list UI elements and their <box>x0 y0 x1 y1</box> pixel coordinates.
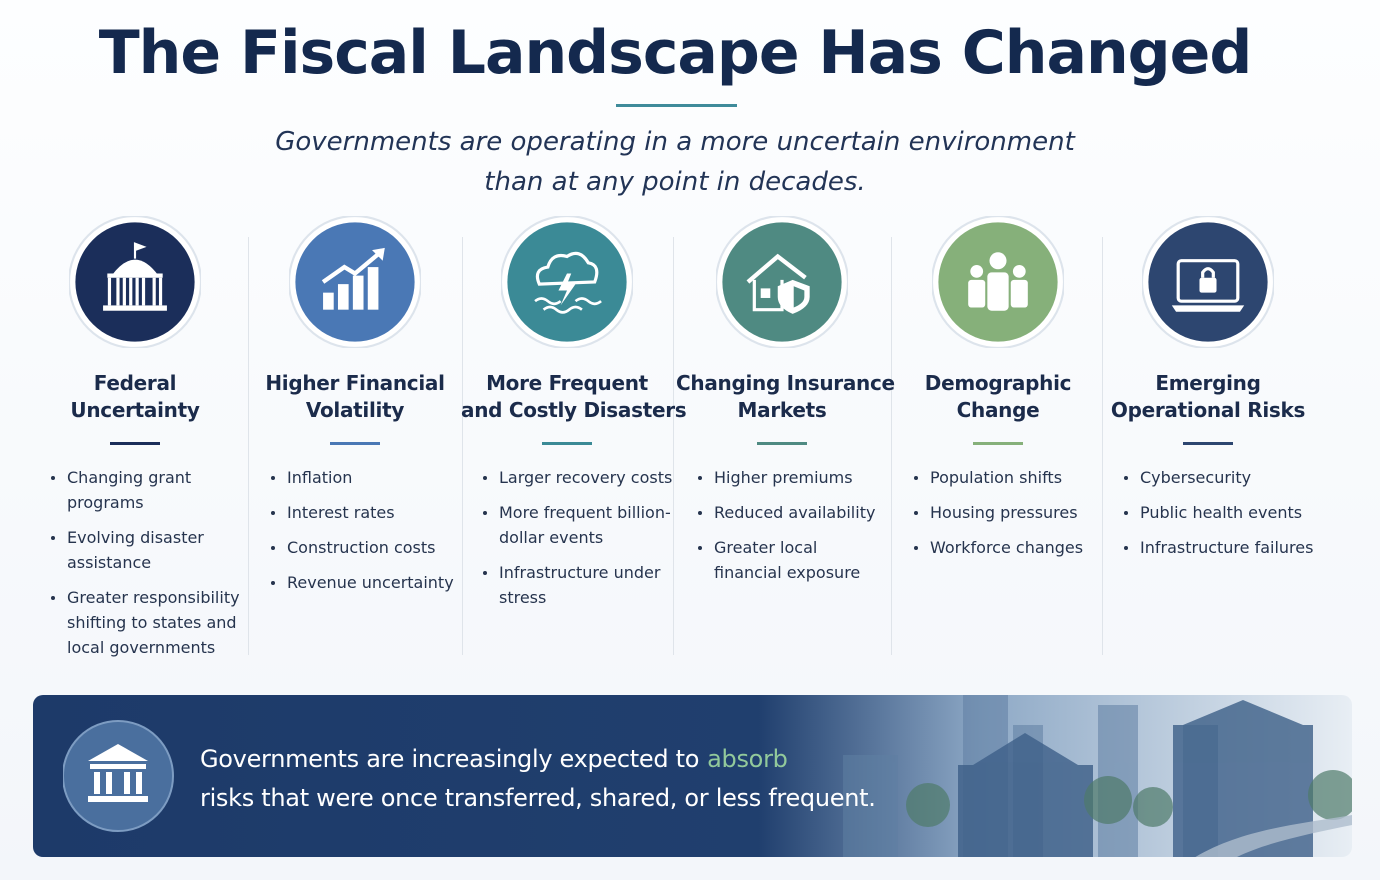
column: Federal Uncertainty Changing grant program… <box>29 216 241 670</box>
column-title: More Frequent and Costly Disasters <box>461 370 687 424</box>
bullet: Infrastructure failures <box>1124 535 1314 560</box>
bullet: Changing grant programs <box>51 465 241 515</box>
bullet-list: Changing grant programs Evolving disaster… <box>29 465 241 660</box>
column-title-line: Operational Risks <box>1110 398 1306 422</box>
column-icon <box>289 216 421 348</box>
subtitle-line: than at any point in decades. <box>484 167 866 197</box>
column-icon <box>69 216 201 348</box>
bullet: Reduced availability <box>698 500 888 525</box>
column-underline <box>973 442 1023 445</box>
bullet: More frequent billion-dollar events <box>483 500 673 550</box>
column-title-line: Federal <box>93 371 177 395</box>
column-separator <box>1102 237 1103 655</box>
bullet-list: Cybersecurity Public health events Infrast… <box>1102 465 1314 560</box>
column-icon <box>932 216 1064 348</box>
column-underline <box>757 442 807 445</box>
column-underline <box>330 442 380 445</box>
bullet: Construction costs <box>271 535 461 560</box>
column: More Frequent and Costly Disasters Larger … <box>461 216 687 620</box>
column-underline <box>110 442 160 445</box>
column: Higher Financial Volatility Inflation Inter… <box>249 216 461 605</box>
bullet: Infrastructure under stress <box>483 560 673 610</box>
column-separator <box>462 237 463 655</box>
bullet: Greater local financial exposure <box>698 535 888 585</box>
banner <box>33 695 1352 857</box>
bullet: Interest rates <box>271 500 461 525</box>
column-title: Federal Uncertainty <box>29 370 241 424</box>
column-icon <box>501 216 633 348</box>
column-title-line: Markets <box>737 398 827 422</box>
column-title: Higher Financial Volatility <box>249 370 461 424</box>
bullet-list: Higher premiums Reduced availability Great… <box>676 465 888 585</box>
bullet: Greater responsibility shifting to state… <box>51 585 241 660</box>
column-title-line: Volatility <box>305 398 405 422</box>
column: Changing Insurance Markets Higher premiums… <box>676 216 895 595</box>
column-separator <box>891 237 892 655</box>
bullet: Population shifts <box>914 465 1104 490</box>
bullet-list: Inflation Interest rates Construction cost… <box>249 465 461 595</box>
banner-highlight: absorb <box>707 745 788 773</box>
column-icon <box>1142 216 1274 348</box>
column-title-line: More Frequent <box>486 371 648 395</box>
column-title: Demographic Change <box>892 370 1104 424</box>
column-underline <box>542 442 592 445</box>
banner-text-start: Governments are increasingly expected to <box>200 745 700 773</box>
column: Emerging Operational Risks Cybersecurity Pu… <box>1102 216 1314 570</box>
bullet: Housing pressures <box>914 500 1104 525</box>
column-icon <box>716 216 848 348</box>
column-title-line: Emerging <box>1155 371 1261 395</box>
column-title-line: Demographic <box>924 371 1072 395</box>
subtitle-line: Governments are operating in a more unce… <box>275 127 1075 157</box>
bullet: Larger recovery costs <box>483 465 673 490</box>
subtitle: Governments are operating in a more unce… <box>0 122 1350 202</box>
bullet-list: Larger recovery costs More frequent billi… <box>461 465 673 610</box>
bullet: Revenue uncertainty <box>271 570 461 595</box>
bullet: Evolving disaster assistance <box>51 525 241 575</box>
title: The Fiscal Landscape Has Changed <box>98 18 1253 88</box>
column: Demographic Change Population shifts Housin… <box>892 216 1104 570</box>
column-separator <box>673 237 674 655</box>
skyline <box>843 695 1352 857</box>
bullet: Higher premiums <box>698 465 888 490</box>
banner-icon <box>63 720 174 832</box>
column-separator <box>248 237 249 655</box>
bullet: Workforce changes <box>914 535 1104 560</box>
bullet: Inflation <box>271 465 461 490</box>
column-title-line: Changing Insurance <box>676 371 895 395</box>
bullet: Public health events <box>1124 500 1314 525</box>
column-title-line: Change <box>956 398 1040 422</box>
column-underline <box>1183 442 1233 445</box>
banner-text-end: risks that were once transferred, shared… <box>200 784 876 812</box>
column-title: Changing Insurance Markets <box>676 370 895 424</box>
column-title: Emerging Operational Risks <box>1102 370 1314 424</box>
title-rule <box>616 104 737 107</box>
bullet-list: Population shifts Housing pressures Workfo… <box>892 465 1104 560</box>
column-title-line: Uncertainty <box>70 398 200 422</box>
column-title-line: Higher Financial <box>265 371 445 395</box>
bullet: Cybersecurity <box>1124 465 1314 490</box>
column-title-line: and Costly Disasters <box>461 398 687 422</box>
banner-text: Governments are increasingly expected to… <box>200 740 876 818</box>
